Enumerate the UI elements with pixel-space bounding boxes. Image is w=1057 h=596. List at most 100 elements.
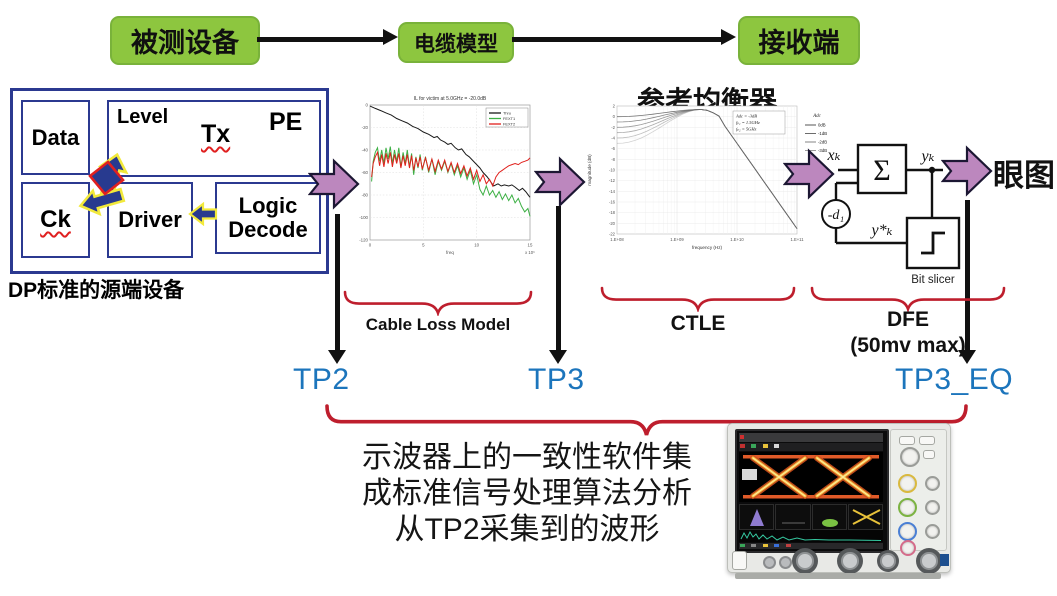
svg-text:-1dB: -1dB: [818, 131, 827, 136]
step-function-icon: [921, 231, 945, 255]
tp3eq-label: TP3_EQ: [895, 363, 1014, 396]
status-chip-icon: [785, 544, 791, 547]
tp3-arrow-stem: [556, 206, 561, 352]
bnc-connector: [792, 548, 818, 574]
tp3eq-arrowhead-icon: [958, 350, 976, 364]
svg-text:10: 10: [474, 243, 479, 248]
data-block-label: Data: [31, 124, 80, 150]
svg-text:-14: -14: [609, 189, 616, 194]
scope-status-bar: [739, 543, 883, 549]
tp2-label: TP2: [293, 363, 350, 396]
oscilloscope-image: [727, 423, 951, 579]
note-line: 成标准信号处理算法分析: [362, 477, 692, 510]
svg-text:-2: -2: [611, 125, 615, 130]
flow-arrow-icon: [941, 145, 993, 197]
dfe-note-label: (50mv max): [850, 334, 966, 357]
status-chip-icon: [762, 544, 768, 547]
dfe-label: DFE: [887, 308, 929, 331]
dfe-diagram: Σ xₖ yₖ -d₁ y*ₖ Bit slicer: [821, 143, 961, 286]
svg-text:1.E+11: 1.E+11: [790, 237, 804, 242]
status-chip-icon: [774, 544, 780, 547]
aux-connector: [779, 556, 792, 569]
output-signal-label: yₖ: [920, 148, 935, 165]
scope-screen: [735, 429, 889, 553]
cable-model-box: 电缆模型: [398, 22, 514, 63]
svg-text:-3dB: -3dB: [818, 148, 827, 153]
level-label: Level: [117, 106, 169, 128]
eye-diagram-panel: [739, 452, 883, 502]
scope-capture-brace: [325, 404, 968, 436]
svg-text:-80: -80: [362, 193, 369, 198]
eye-annotation-chip: [742, 469, 757, 480]
tp3eq-arrow-stem: [965, 200, 970, 352]
arrow-right-icon: [721, 29, 736, 45]
tp2-arrow-stem: [335, 214, 340, 352]
ctle-chart: 2 0 -2 -4 -6 -8 -10 -12 -14 -16 -18 -20 -221.E+08 1.E…: [587, 104, 827, 251]
status-chip-icon: [740, 544, 745, 547]
svg-text:magnitude (dB): magnitude (dB): [587, 154, 592, 186]
ck-label: Ck: [40, 206, 71, 233]
aux-connector: [763, 556, 776, 569]
svg-text:-16: -16: [609, 200, 616, 205]
status-chip-icon: [751, 544, 757, 547]
svg-text:2: 2: [613, 104, 616, 109]
scope-button: [899, 436, 915, 445]
measure-panel: [775, 504, 811, 530]
svg-text:FEXT2: FEXT2: [503, 122, 515, 127]
svg-text:-22: -22: [609, 232, 616, 237]
cable-loss-brace: [343, 290, 533, 316]
scope-knob-blue: [898, 522, 917, 541]
scope-button: [923, 450, 935, 459]
tp3-label: TP3: [528, 363, 585, 396]
ck-block: Ck: [21, 182, 90, 258]
svg-text:Adc: Adc: [812, 114, 821, 119]
scope-knob: [925, 524, 940, 539]
svg-text:fₚ₁ = 1.5GHz: fₚ₁ = 1.5GHz: [736, 120, 760, 125]
jitter-spectrum-panel: [739, 530, 883, 542]
dut-box: 被测设备: [110, 16, 260, 65]
svg-text:-40: -40: [362, 148, 369, 153]
logic-decode-label: Decode: [228, 217, 308, 242]
mini-eye-panel: [847, 504, 883, 530]
scope-knob-yellow: [898, 474, 917, 493]
svg-text:-4: -4: [611, 136, 615, 141]
scope-base: [735, 573, 941, 579]
svg-text:1.E+09: 1.E+09: [670, 237, 684, 242]
series-Thru: [369, 105, 531, 198]
measurement-panels: [739, 504, 883, 530]
svg-text:-18: -18: [609, 210, 616, 215]
cable-loss-model-label: Cable Loss Model: [365, 315, 511, 334]
flow-arrow-icon: [783, 148, 835, 200]
svg-text:-8: -8: [611, 157, 615, 162]
svg-text:-20: -20: [362, 125, 369, 130]
svg-text:0: 0: [613, 114, 616, 119]
svg-text:-120: -120: [359, 238, 368, 243]
note-line: 从TP2采集到的波形: [394, 513, 660, 546]
swap-arrows-icon: [78, 152, 129, 217]
scope-control-panel: [890, 429, 947, 556]
svg-text:0dB: 0dB: [818, 123, 826, 128]
svg-text:-10: -10: [609, 168, 616, 173]
power-button: [732, 551, 747, 570]
ctle-brace: [600, 286, 796, 312]
feedback-arrow-left-icon: [188, 202, 218, 226]
summer-symbol: Σ: [873, 154, 890, 187]
flow-arrow-icon: [534, 156, 586, 208]
scope-knob: [925, 500, 940, 515]
svg-text:IL for victim at 5.0GHz = -20.: IL for victim at 5.0GHz = -20.0dB: [414, 96, 487, 102]
svg-text:x 10⁹: x 10⁹: [525, 250, 535, 255]
svg-text:5: 5: [422, 243, 425, 248]
menu-dot-icon: [740, 435, 744, 439]
toolbar-chip-icon: [774, 444, 780, 448]
flow-arrow-icon: [308, 158, 360, 210]
svg-text:15: 15: [528, 243, 533, 248]
toolbar-chip-icon: [762, 444, 768, 448]
arrow-right-icon: [383, 29, 398, 45]
flow-connector-line: [512, 37, 722, 42]
logic-decode-label: Logic: [238, 193, 298, 218]
histogram-panel: [739, 504, 775, 530]
svg-text:Thru: Thru: [503, 111, 511, 116]
svg-text:-12: -12: [609, 178, 616, 183]
dfe-brace: [810, 286, 1006, 312]
series-FEXT2: [371, 150, 531, 188]
